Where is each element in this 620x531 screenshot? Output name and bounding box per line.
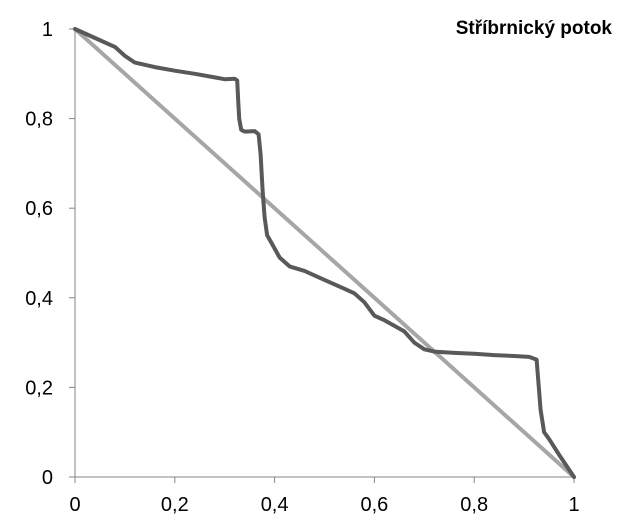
x-tick-label: 0 (69, 494, 80, 516)
y-tick-label: 0 (42, 467, 53, 489)
tick-labels: 0 0,2 0,4 0,6 0,8 1 0 0,2 0,4 0,6 0,8 1 (25, 19, 579, 516)
y-tick-label: 0,8 (25, 109, 53, 131)
x-tick-label: 0,2 (161, 494, 189, 516)
y-tick-label: 0,4 (25, 288, 53, 310)
x-tick-label: 0,4 (261, 494, 289, 516)
y-tick-label: 0,6 (25, 198, 53, 220)
chart-title: Stříbrnický potok (456, 18, 613, 39)
y-tick-label: 1 (42, 19, 53, 41)
series-line-curve (73, 27, 576, 479)
x-tick-label: 1 (568, 494, 579, 516)
x-tick-label: 0,8 (460, 494, 488, 516)
axes (69, 28, 575, 483)
series-lines (73, 27, 576, 479)
y-tick-label: 0,2 (25, 377, 53, 399)
series-line-diagonal (73, 27, 576, 479)
x-tick-label: 0,6 (360, 494, 388, 516)
